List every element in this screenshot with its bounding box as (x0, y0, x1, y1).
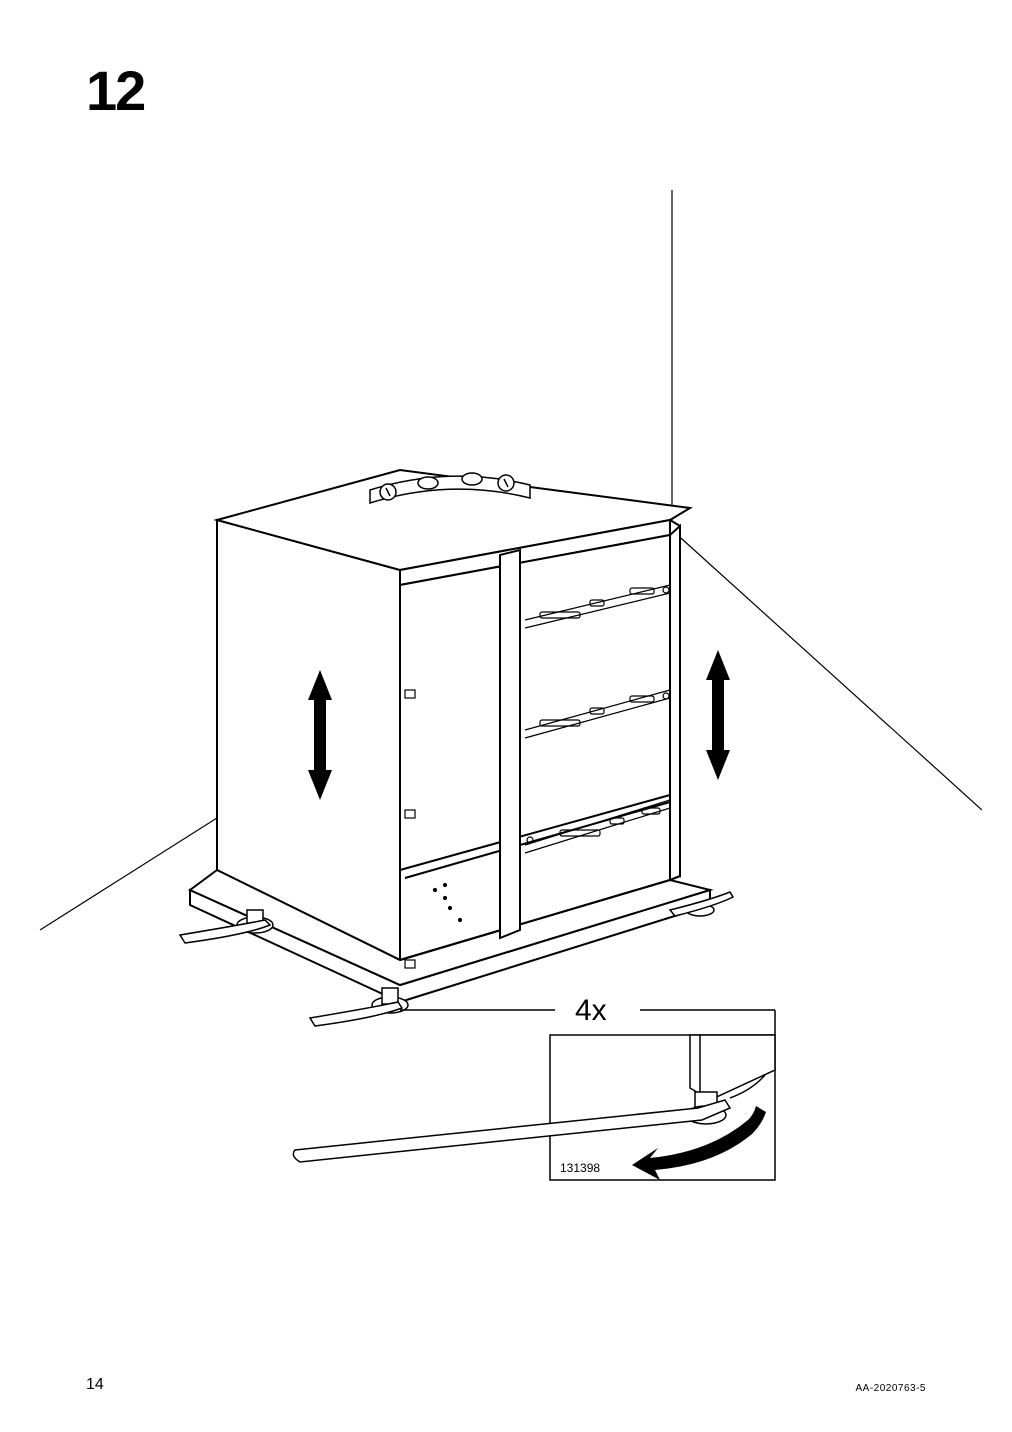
assembly-diagram: 131398 4x (30, 190, 982, 1190)
callout-quantity: 4x (575, 994, 607, 1027)
page-number: 14 (86, 1376, 104, 1394)
part-number: 131398 (560, 1161, 600, 1175)
callout-box: 131398 (293, 1035, 775, 1180)
main-illustration: 131398 4x (30, 190, 982, 1190)
instruction-page: 12 (0, 0, 1012, 1432)
document-id: AA-2020763-5 (856, 1383, 927, 1394)
step-number: 12 (86, 58, 144, 123)
center-divider (500, 550, 520, 938)
